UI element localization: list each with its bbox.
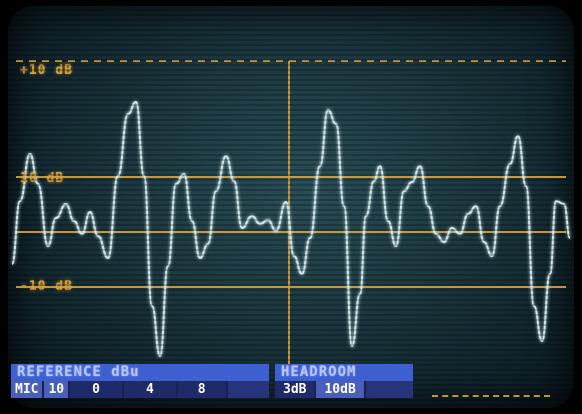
reference-option-10[interactable]: 10 xyxy=(44,381,71,398)
scale-label-upper: 10 dB xyxy=(20,171,65,186)
headroom-option-10db[interactable]: 10dB xyxy=(316,381,366,398)
reference-option-4[interactable]: 4 xyxy=(123,381,178,398)
scale-label-lower: -10 dB xyxy=(20,279,73,294)
reference-title: REFERENCE dBu xyxy=(11,364,269,381)
reference-values: MIC 10 0 4 8 xyxy=(11,381,269,398)
reference-option-8[interactable]: 8 xyxy=(177,381,228,398)
scale-label-top: +10 dB xyxy=(20,63,73,78)
reference-panel: REFERENCE dBu MIC 10 0 4 8 xyxy=(11,364,269,400)
headroom-title: HEADROOM xyxy=(275,364,413,381)
audio-waveform-trace xyxy=(11,101,571,357)
bottom-reference-dash xyxy=(432,395,550,397)
reference-option-mic[interactable]: MIC xyxy=(11,381,45,398)
waveform-display xyxy=(11,60,571,370)
headroom-panel: HEADROOM 3dB 10dB xyxy=(275,364,413,400)
headroom-option-3db[interactable]: 3dB xyxy=(275,381,317,398)
scope-screen: +10 dB 10 dB -10 dB xyxy=(8,6,574,408)
reference-option-0[interactable]: 0 xyxy=(70,381,124,398)
status-bar: REFERENCE dBu MIC 10 0 4 8 HEADROOM 3dB … xyxy=(11,364,413,400)
headroom-values: 3dB 10dB xyxy=(275,381,413,398)
